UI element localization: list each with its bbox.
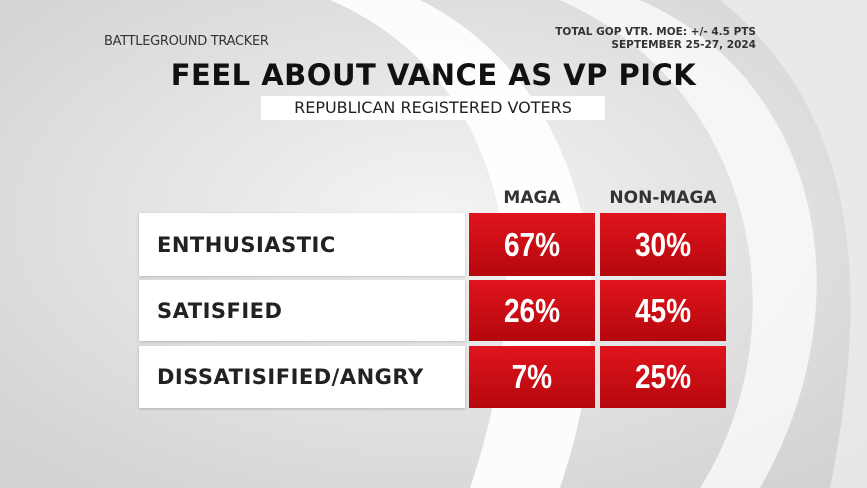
brand: BATTLEGROUND TRACKER — [104, 34, 269, 49]
value-cell: 26% — [469, 280, 595, 341]
cell-text: 26% — [503, 291, 561, 329]
value-cell: 30% — [600, 213, 726, 276]
value-cell: 67% — [469, 213, 595, 276]
cell-text: 25% — [634, 358, 692, 395]
subtitle: REPUBLICAN REGISTERED VOTERS — [261, 96, 605, 120]
cell-text: 30% — [634, 225, 692, 263]
column-header: MAGA — [503, 188, 561, 208]
note-line: SEPTEMBER 25-27, 2024 — [611, 39, 756, 51]
title: FEEL ABOUT VANCE AS VP PICK — [170, 58, 697, 92]
row-label: SATISFIED — [139, 280, 465, 341]
column-header: NON-MAGA — [609, 188, 717, 208]
row-label: DISSATISIFIED/ANGRY — [139, 346, 465, 408]
value-cell: 25% — [600, 346, 726, 408]
value-cell: 7% — [469, 346, 595, 408]
cell-text: 67% — [503, 225, 561, 263]
cell-text: 7% — [511, 358, 553, 395]
row-label: ENTHUSIASTIC — [139, 213, 465, 276]
note-line: TOTAL GOP VTR. MOE: +/- 4.5 PTS — [555, 26, 756, 38]
cell-text: 45% — [634, 291, 692, 329]
value-cell: 45% — [600, 280, 726, 341]
